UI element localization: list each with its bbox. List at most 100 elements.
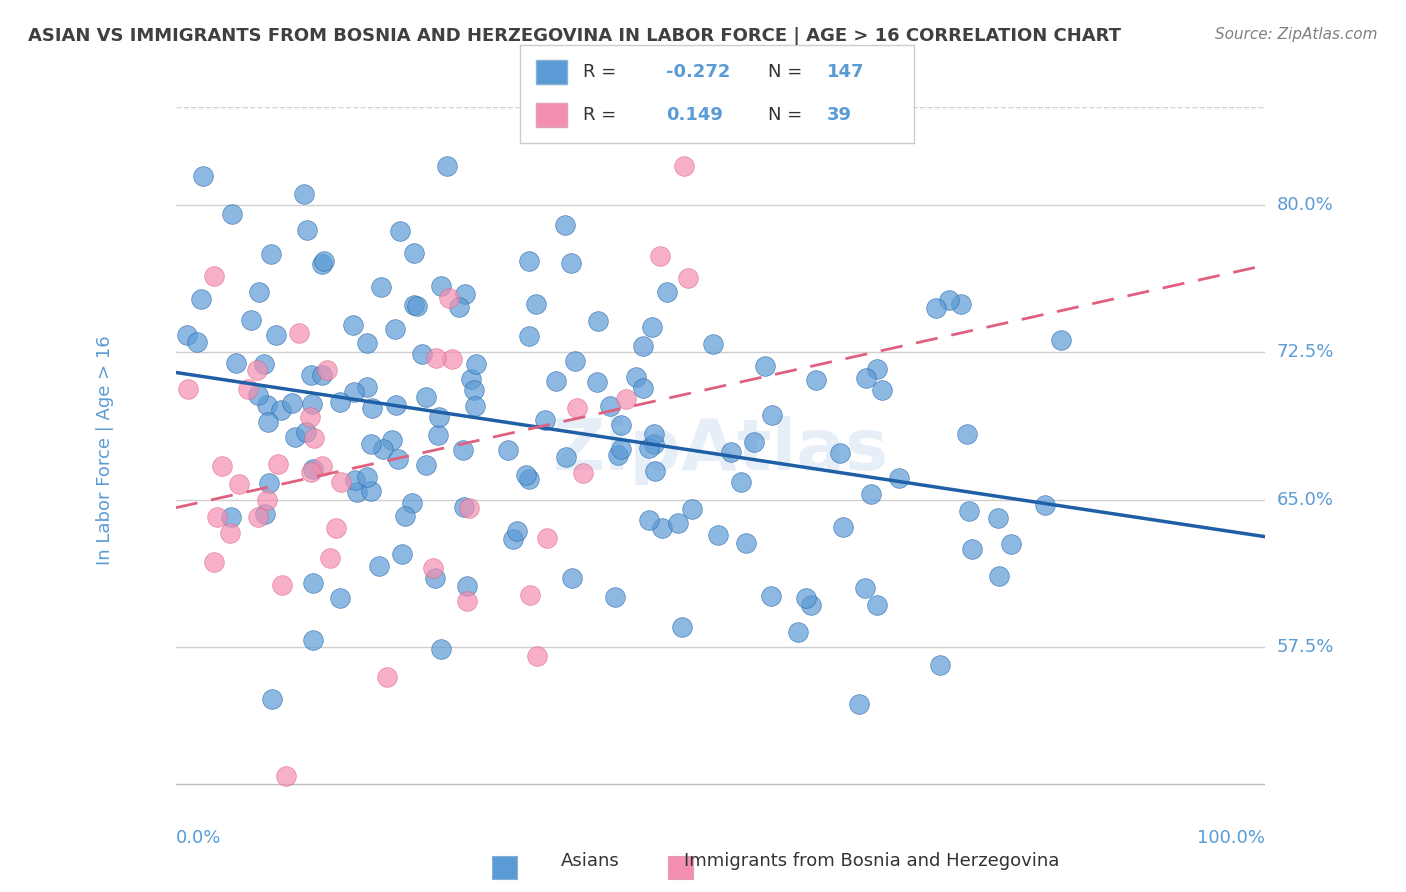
Point <box>356 336 378 351</box>
Point <box>506 524 529 538</box>
Point <box>176 328 198 343</box>
Point <box>430 642 453 657</box>
Point <box>402 298 425 312</box>
Point <box>342 318 364 332</box>
Point <box>246 363 269 377</box>
Point <box>544 374 567 388</box>
Point <box>402 246 425 260</box>
Point <box>329 591 352 605</box>
Text: 147: 147 <box>827 63 865 81</box>
Text: -0.272: -0.272 <box>666 63 730 81</box>
Point <box>454 286 477 301</box>
Point <box>270 578 292 592</box>
Point <box>406 299 429 313</box>
Point <box>465 357 488 371</box>
Point <box>565 401 588 415</box>
Text: N =: N = <box>768 63 803 81</box>
Point <box>292 186 315 201</box>
Point <box>190 292 212 306</box>
Point <box>256 493 278 508</box>
Point <box>239 313 262 327</box>
Point <box>301 575 323 590</box>
Point <box>853 581 876 595</box>
Point <box>415 458 437 472</box>
Text: ASIAN VS IMMIGRANTS FROM BOSNIA AND HERZEGOVINA IN LABOR FORCE | AGE > 16 CORREL: ASIAN VS IMMIGRANTS FROM BOSNIA AND HERZ… <box>28 27 1121 45</box>
Point <box>657 285 679 300</box>
Point <box>702 336 724 351</box>
Point <box>253 507 276 521</box>
Text: 0.0%: 0.0% <box>176 830 221 847</box>
Point <box>638 441 661 455</box>
Point <box>453 443 475 458</box>
Point <box>367 559 389 574</box>
Text: 72.5%: 72.5% <box>1277 343 1334 361</box>
Text: 65.0%: 65.0% <box>1277 491 1333 508</box>
Point <box>754 359 776 374</box>
Point <box>603 591 626 605</box>
Point <box>534 412 557 426</box>
Point <box>865 598 887 612</box>
Point <box>624 370 647 384</box>
Point <box>950 297 973 311</box>
Point <box>193 169 215 184</box>
Point <box>281 396 304 410</box>
Point <box>177 382 200 396</box>
Point <box>631 381 654 395</box>
Point <box>441 351 464 366</box>
Point <box>987 511 1010 525</box>
Point <box>427 428 450 442</box>
Point <box>828 445 851 459</box>
Point <box>311 257 333 271</box>
FancyBboxPatch shape <box>536 61 568 84</box>
Point <box>637 513 659 527</box>
Text: 39: 39 <box>827 106 852 124</box>
Point <box>938 293 960 308</box>
Point <box>257 475 280 490</box>
Point <box>924 301 946 315</box>
Point <box>329 395 352 409</box>
Point <box>870 383 893 397</box>
Point <box>957 504 980 518</box>
Point <box>759 589 782 603</box>
Point <box>388 224 411 238</box>
Point <box>555 450 578 464</box>
Point <box>247 285 270 299</box>
Point <box>517 254 540 268</box>
Point <box>502 532 524 546</box>
Point <box>264 328 287 343</box>
Point <box>256 397 278 411</box>
Point <box>219 510 242 524</box>
Point <box>205 510 228 524</box>
Point <box>427 409 450 424</box>
Point <box>460 372 482 386</box>
Point <box>295 223 318 237</box>
Point <box>425 351 447 365</box>
Point <box>394 509 416 524</box>
Point <box>316 363 339 377</box>
Text: R =: R = <box>583 106 616 124</box>
Point <box>262 691 284 706</box>
Point <box>384 322 406 336</box>
Point <box>526 297 548 311</box>
Point <box>186 335 208 350</box>
Point <box>284 430 307 444</box>
Point <box>866 362 889 376</box>
Point <box>572 466 595 480</box>
Point <box>831 520 853 534</box>
Point <box>295 425 318 439</box>
Point <box>311 458 333 473</box>
Point <box>599 399 621 413</box>
Point <box>676 270 699 285</box>
Point <box>228 476 250 491</box>
Point <box>517 329 540 343</box>
Point <box>274 769 297 783</box>
Point <box>311 368 333 382</box>
Point <box>554 219 576 233</box>
Point <box>387 452 409 467</box>
Point <box>1000 537 1022 551</box>
Point <box>299 368 322 382</box>
Point <box>641 320 664 334</box>
Point <box>260 246 283 260</box>
Point <box>361 401 384 415</box>
Text: R =: R = <box>583 63 616 81</box>
